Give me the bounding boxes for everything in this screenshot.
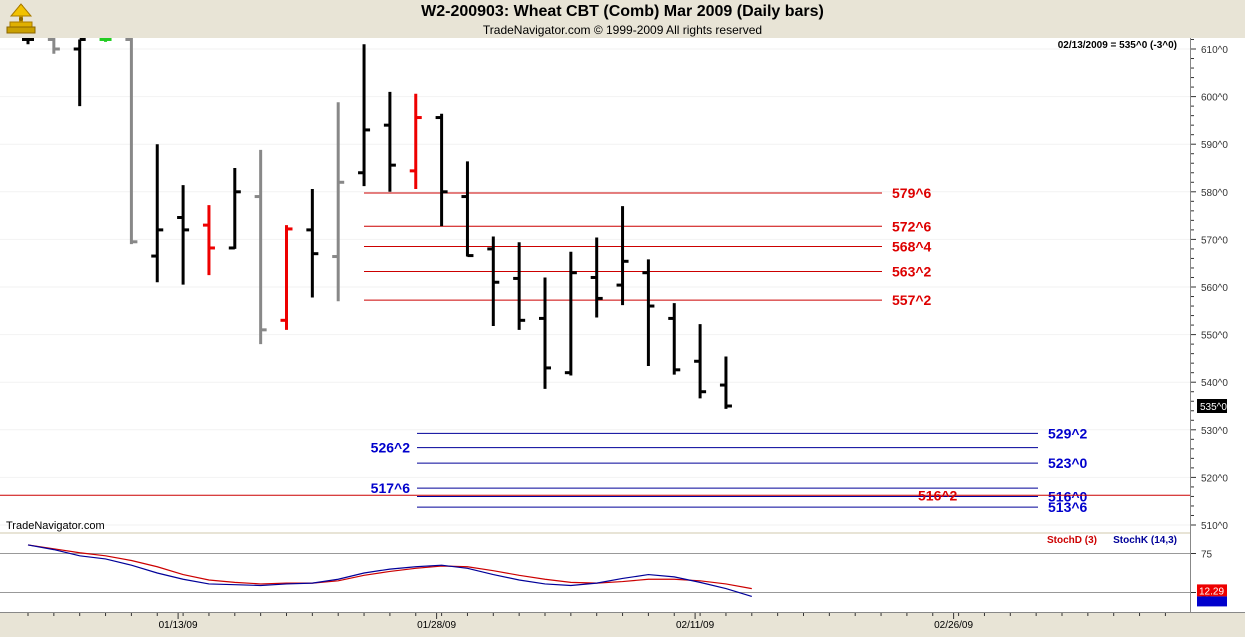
date-tick-label: 01/13/09 xyxy=(159,620,198,631)
ohlc-bar xyxy=(177,185,190,285)
stoch-d-legend: StochD (3) xyxy=(1047,535,1097,546)
stoch-tick-label: 75 xyxy=(1201,550,1213,561)
ohlc-bar xyxy=(125,29,138,245)
stoch-value-tag xyxy=(1197,584,1227,597)
date-axis[interactable]: 01/13/09 01/28/09 02/11/09 02/26/09 xyxy=(0,612,1245,632)
ohlc-bar xyxy=(616,206,629,306)
support-label: 513^6 xyxy=(1048,499,1088,515)
last-price-tag-text: 535^0 xyxy=(1200,402,1227,413)
chart-header: W2-200903: Wheat CBT (Comb) Mar 2009 (Da… xyxy=(0,0,1245,38)
price-tick-label: 550^0 xyxy=(1201,331,1228,342)
chart-title: W2-200903: Wheat CBT (Comb) Mar 2009 (Da… xyxy=(421,3,824,20)
ohlc-bar xyxy=(461,161,474,258)
stoch-k-legend: StochK (14,3) xyxy=(1113,535,1177,546)
support-label: 517^6 xyxy=(371,480,411,496)
ohlc-bar xyxy=(694,324,707,399)
ohlc-bar xyxy=(564,251,577,376)
price-tick-label: 520^0 xyxy=(1201,473,1228,484)
ohlc-bar xyxy=(228,168,241,250)
stoch-k-tag xyxy=(1197,596,1227,607)
resistance-label: 563^2 xyxy=(892,264,932,280)
price-tick-label: 600^0 xyxy=(1201,93,1228,104)
stochastic-panel[interactable]: StochD (3) StochK (14,3) xyxy=(0,534,1190,612)
watermark-text: TradeNavigator.com xyxy=(6,520,105,532)
price-tick-label: 570^0 xyxy=(1201,235,1228,246)
chart-copyright: TradeNavigator.com © 1999-2009 All right… xyxy=(482,23,763,37)
resistance-label: 572^6 xyxy=(892,218,932,234)
support-label: 529^2 xyxy=(1048,425,1088,441)
price-levels: 579^6 572^6 568^4 563^2 557^2 529^2 526^2 523^0… xyxy=(0,185,1190,515)
ohlc-bar xyxy=(99,37,112,42)
price-bars xyxy=(22,29,732,409)
horizontal-red-label: 516^2 xyxy=(918,487,958,503)
resistance-label: 568^4 xyxy=(892,239,932,255)
ohlc-bar xyxy=(254,149,267,345)
ohlc-bar xyxy=(513,242,526,330)
price-tick-label: 580^0 xyxy=(1201,188,1228,199)
support-label: 526^2 xyxy=(371,440,411,456)
price-tick-label: 610^0 xyxy=(1201,45,1228,56)
ohlc-bar xyxy=(306,188,319,298)
ohlc-bar xyxy=(358,44,371,187)
ohlc-bar xyxy=(590,237,603,318)
stoch-k-line xyxy=(27,544,752,597)
ohlc-bar xyxy=(539,277,551,389)
ohlc-bar xyxy=(719,356,732,409)
ohlc-bar xyxy=(383,91,396,192)
support-label: 523^0 xyxy=(1048,455,1088,471)
price-panel[interactable]: 579^6 572^6 568^4 563^2 557^2 529^2 526^2 523^0… xyxy=(0,29,1190,532)
stoch-d-line xyxy=(27,544,752,590)
price-tick-label: 530^0 xyxy=(1201,426,1228,437)
ohlc-bar xyxy=(409,93,422,189)
ohlc-bar xyxy=(47,29,60,54)
ohlc-bar xyxy=(22,34,34,45)
date-tick-label: 01/28/09 xyxy=(417,620,456,631)
ohlc-bar xyxy=(435,113,448,227)
ohlc-bar xyxy=(151,144,164,283)
last-price-tag xyxy=(1197,399,1227,413)
price-tick-label: 540^0 xyxy=(1201,378,1228,389)
price-readout: 02/13/2009 = 535^0 (-3^0) xyxy=(1058,40,1177,51)
stoch-value-tag-text: 12.29 xyxy=(1199,586,1224,597)
price-chart[interactable]: 579^6 572^6 568^4 563^2 557^2 529^2 526^2 523^0… xyxy=(0,29,1190,532)
ohlc-bar xyxy=(73,37,86,107)
ohlc-bar xyxy=(668,303,681,375)
ohlc-bar xyxy=(332,102,345,302)
resistance-label: 579^6 xyxy=(892,185,932,201)
price-axis-svg: 510^0 520^0 530^0 540^0 550^0 560^0 570^0 580^0… xyxy=(1191,29,1228,607)
support-label: 516^0 xyxy=(1048,488,1088,504)
stochastic-chart[interactable]: StochD (3) StochK (14,3) xyxy=(0,534,1190,612)
price-tick-label: 510^0 xyxy=(1201,521,1228,532)
ohlc-bar xyxy=(642,259,655,367)
ohlc-bar xyxy=(487,236,500,327)
stochastic-grid xyxy=(0,553,1190,593)
price-tick-label: 590^0 xyxy=(1201,140,1228,151)
ohlc-bar xyxy=(280,225,293,330)
stochastic-lines xyxy=(27,544,752,597)
ohlc-bar xyxy=(202,205,215,276)
price-grid xyxy=(0,48,1190,526)
trade-navigator-logo-icon xyxy=(6,3,36,34)
date-tick-label: 02/26/09 xyxy=(934,620,973,631)
resistance-label: 557^2 xyxy=(892,292,932,308)
date-tick-label: 02/11/09 xyxy=(676,620,715,631)
price-tick-label: 560^0 xyxy=(1201,283,1228,294)
price-axis[interactable]: 510^0 520^0 530^0 540^0 550^0 560^0 570^0 580^0… xyxy=(1190,29,1245,612)
date-axis-svg: 01/13/09 01/28/09 02/11/09 02/26/09 xyxy=(27,613,1166,631)
